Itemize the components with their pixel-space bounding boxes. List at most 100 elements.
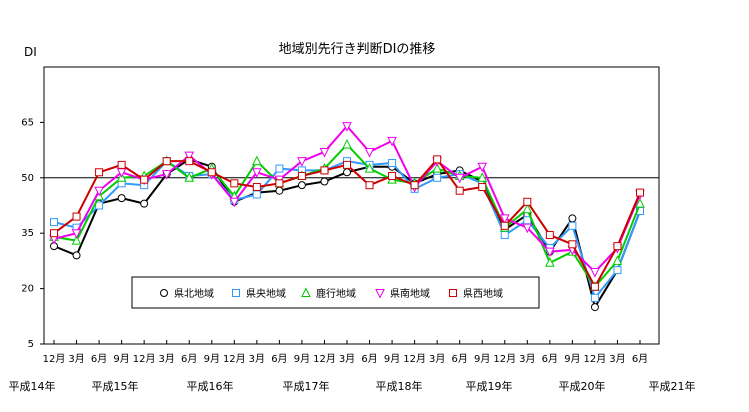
x-tick-label: 9月 <box>294 353 310 365</box>
y-tick-label: 5 <box>28 339 34 350</box>
x-tick-label: 3月 <box>519 353 535 365</box>
legend-label: 県西地域 <box>463 287 503 300</box>
x-tick-label: 3月 <box>159 353 175 365</box>
data-point <box>72 212 81 221</box>
legend: 県北地域 県央地域 鹿行地域 県南地域 県西地域 <box>131 276 540 309</box>
x-tick-label: 3月 <box>68 353 84 365</box>
data-point <box>433 155 442 164</box>
data-point <box>455 186 464 195</box>
data-point <box>500 221 509 230</box>
data-point <box>612 255 623 265</box>
data-point <box>590 267 600 278</box>
year-label: 平成21年 <box>649 379 696 393</box>
data-point <box>252 168 262 178</box>
x-tick-label: 3月 <box>609 353 625 365</box>
legend-item: 県西地域 <box>449 287 503 300</box>
data-point <box>500 231 509 240</box>
data-point <box>207 168 216 177</box>
y-axis-label: DI <box>24 45 37 59</box>
y-tick-label: 65 <box>21 117 34 128</box>
x-tick-label: 12月 <box>403 353 426 365</box>
data-point <box>545 247 555 258</box>
data-point <box>229 197 240 208</box>
y-tick-label: 50 <box>21 173 34 184</box>
x-tick-label: 9月 <box>204 353 220 365</box>
data-point <box>545 231 554 240</box>
data-point <box>477 162 488 173</box>
x-tick-label: 12月 <box>584 353 607 365</box>
plot-frame <box>43 66 660 345</box>
year-label: 平成19年 <box>466 379 513 393</box>
x-tick-label: 6月 <box>181 353 197 365</box>
x-tick-label: 9月 <box>564 353 580 365</box>
data-point <box>343 168 351 177</box>
data-point <box>342 138 352 149</box>
x-tick-label: 9月 <box>474 353 490 365</box>
data-point <box>523 197 532 206</box>
x-tick-label: 6月 <box>632 353 648 365</box>
data-point <box>275 186 284 195</box>
x-tick-label: 12月 <box>223 353 246 365</box>
year-label: 平成18年 <box>376 379 423 393</box>
data-point <box>613 242 622 251</box>
data-point <box>50 229 58 238</box>
data-point <box>275 164 284 173</box>
data-point <box>140 175 149 184</box>
x-tick-label: 6月 <box>271 353 287 365</box>
data-point <box>320 166 329 175</box>
data-point <box>297 181 306 190</box>
data-point <box>161 170 172 180</box>
data-point <box>568 221 577 230</box>
x-tick-label: 12月 <box>493 353 516 365</box>
y-tick-label: 35 <box>21 228 34 239</box>
x-tick-label: 6月 <box>361 353 377 365</box>
data-point <box>117 160 126 169</box>
legend-item: 県北地域 <box>160 287 214 300</box>
year-label: 平成16年 <box>187 379 234 393</box>
data-point <box>454 173 465 184</box>
data-point <box>252 183 261 192</box>
x-tick-label: 9月 <box>113 353 129 365</box>
data-point <box>95 168 104 177</box>
legend-item: 鹿行地域 <box>301 287 356 300</box>
data-point <box>523 216 532 225</box>
data-point <box>230 179 239 188</box>
data-point <box>568 214 577 223</box>
data-point <box>72 251 81 260</box>
x-tick-label: 12月 <box>313 353 336 365</box>
data-point <box>478 183 487 192</box>
data-point <box>50 218 58 227</box>
year-label: 平成17年 <box>283 379 330 393</box>
x-tick-label: 12月 <box>133 353 156 365</box>
legend-label: 県南地域 <box>390 287 430 300</box>
data-point <box>364 162 375 173</box>
data-point <box>433 173 442 182</box>
legend-label: 県央地域 <box>246 287 286 300</box>
data-point <box>320 177 329 186</box>
data-point <box>449 289 457 297</box>
data-point <box>94 186 104 197</box>
data-point <box>375 289 385 299</box>
data-point <box>590 282 599 291</box>
data-point <box>185 157 194 166</box>
data-point <box>232 289 240 297</box>
data-point <box>388 171 397 180</box>
data-point <box>522 203 533 214</box>
legend-item: 県南地域 <box>375 287 430 300</box>
data-point <box>117 194 126 203</box>
x-tick-label: 9月 <box>384 353 400 365</box>
data-point <box>568 240 577 249</box>
x-tick-label: 6月 <box>542 353 558 365</box>
data-point <box>522 223 533 234</box>
year-label: 平成14年 <box>9 379 56 393</box>
data-point <box>590 293 599 302</box>
data-point <box>590 303 599 312</box>
legend-item: 県央地域 <box>232 287 286 300</box>
x-tick-label: 3月 <box>429 353 445 365</box>
data-point <box>635 198 645 208</box>
data-point <box>343 160 351 169</box>
x-tick-label: 12月 <box>43 353 66 365</box>
data-point <box>184 172 195 182</box>
data-point <box>252 190 261 199</box>
